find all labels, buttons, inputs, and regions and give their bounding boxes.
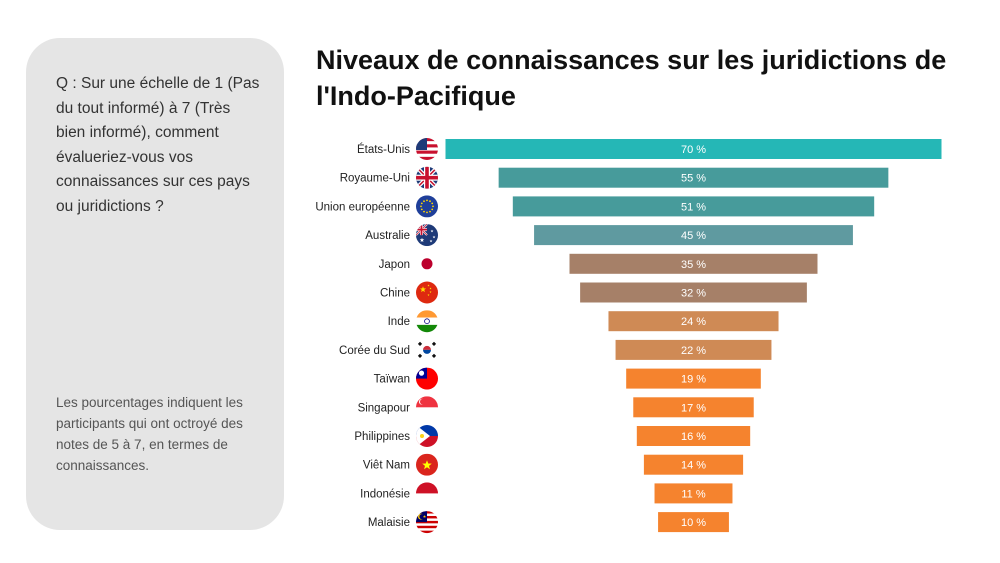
survey-question: Q : Sur une échelle de 1 (Pas du tout in… — [56, 75, 260, 215]
category-label: Taïwan — [374, 374, 410, 386]
value-label: 10 % — [681, 517, 706, 529]
bar — [445, 139, 942, 159]
bar — [626, 368, 761, 389]
chart-title: Niveaux de connaissances sur les juridic… — [316, 45, 947, 111]
bar — [512, 196, 875, 217]
value-label: 11 % — [681, 488, 705, 500]
category-label: Indonésie — [360, 488, 410, 500]
category-label: Malaisie — [368, 517, 410, 529]
bar — [580, 282, 807, 303]
flag-my-icon — [416, 511, 438, 534]
flag-tw-icon — [416, 367, 438, 390]
category-label: Inde — [388, 316, 410, 328]
category-label: Royaume-Uni — [340, 173, 410, 185]
flag-id-icon — [416, 482, 438, 505]
value-label: 14 % — [681, 460, 706, 472]
category-label: Australie — [365, 230, 410, 242]
value-label: 51 % — [681, 201, 706, 213]
bar — [643, 454, 744, 475]
flag-cn-icon — [416, 281, 438, 304]
value-label: 19 % — [681, 374, 706, 386]
flag-au-icon — [416, 224, 438, 247]
flag-sg-icon — [416, 396, 438, 419]
funnel-bar-chart: États-Unis 70 % Royaume-Uni 55 % Union europ… — [315, 138, 942, 534]
bar — [658, 512, 729, 533]
value-label: 45 % — [681, 230, 706, 242]
category-label: États-Unis — [357, 143, 410, 156]
category-label: Singapour — [358, 402, 411, 414]
percentage-note: Les pourcentages indiquent les participa… — [56, 395, 243, 473]
value-label: 22 % — [681, 345, 706, 357]
flag-kr-icon — [416, 338, 438, 361]
bar — [633, 397, 754, 418]
category-label: Chine — [380, 288, 410, 300]
flag-in-icon — [416, 310, 438, 333]
bar — [654, 483, 733, 504]
flag-ph-icon — [416, 425, 438, 447]
category-label: Union européenne — [315, 201, 410, 213]
value-label: 70 % — [681, 144, 706, 156]
flag-us-icon — [416, 138, 438, 160]
bar — [608, 311, 779, 332]
category-label: Viêt Nam — [363, 460, 410, 472]
value-label: 32 % — [681, 288, 706, 300]
flag-vn-icon — [416, 453, 438, 476]
value-label: 24 % — [681, 316, 706, 328]
flag-jp-icon — [416, 252, 438, 275]
category-label: Philippines — [354, 431, 410, 443]
bar — [534, 225, 853, 246]
question-panel: Q : Sur une échelle de 1 (Pas du tout in… — [26, 38, 284, 530]
flag-uk-icon — [416, 166, 438, 189]
value-label: 35 % — [681, 259, 706, 271]
value-label: 17 % — [681, 402, 706, 414]
bar — [615, 339, 772, 360]
bar — [569, 253, 818, 274]
bar — [498, 167, 889, 188]
value-label: 55 % — [681, 173, 706, 185]
category-label: Japon — [379, 259, 410, 271]
bar — [636, 426, 751, 446]
category-label: Corée du Sud — [339, 345, 410, 357]
flag-eu-icon — [416, 195, 438, 218]
value-label: 16 % — [681, 431, 706, 443]
